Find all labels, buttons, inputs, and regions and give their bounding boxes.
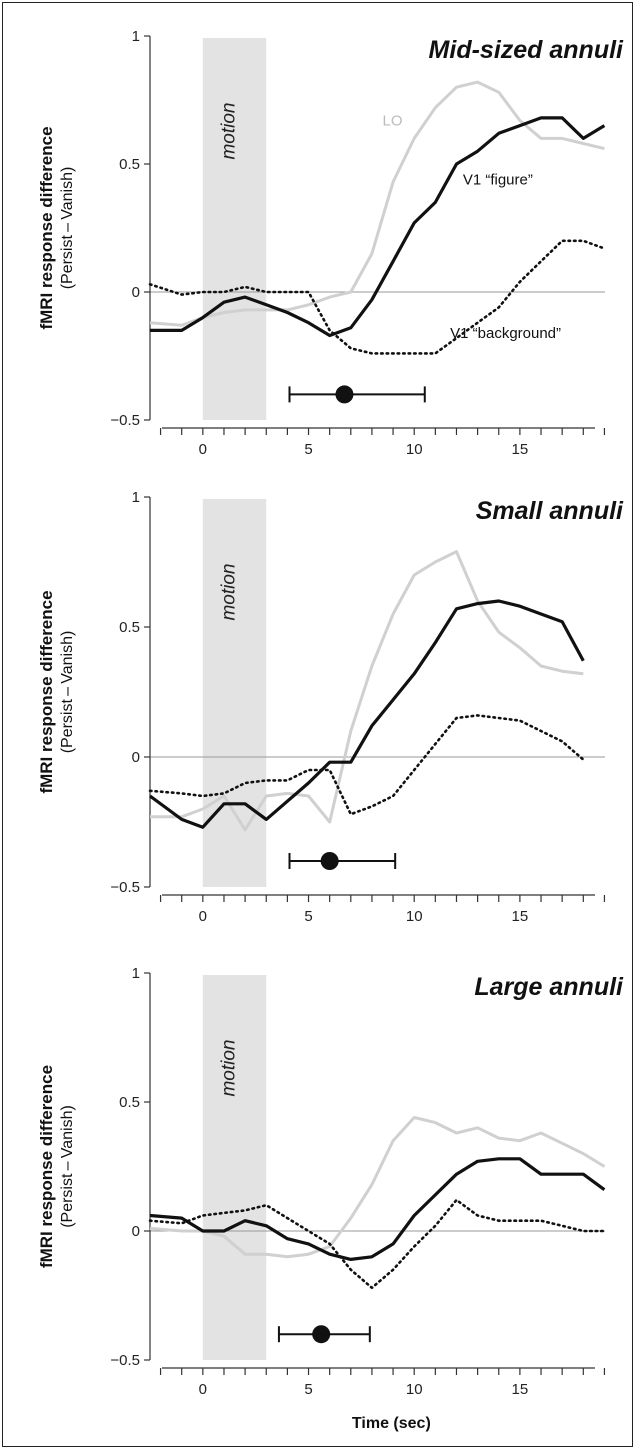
panel-1: motion 1 0.5 0 −0.5 0 5 10 15 Mid-sized annuli LO V… xyxy=(37,28,624,458)
y-tick-label: −0.5 xyxy=(110,1352,140,1369)
x-tick-label: 15 xyxy=(512,1381,529,1398)
series-lo xyxy=(149,80,605,327)
y-axis-label: fMRI response difference xyxy=(37,590,56,793)
y-axis-sublabel: (Persist – Vanish) xyxy=(59,167,76,290)
y-tick-label: 0 xyxy=(132,284,140,301)
series-v1-figure xyxy=(150,116,606,338)
series-annotation: LO xyxy=(383,113,403,130)
x-tick-label: 5 xyxy=(304,1381,312,1398)
y-tick-label: 0 xyxy=(132,1223,140,1240)
series-annotation: V1 “figure” xyxy=(463,171,533,188)
y-tick-label: 1 xyxy=(132,489,140,506)
y-tick-label: 0.5 xyxy=(119,619,140,636)
motion-label: motion xyxy=(219,563,240,620)
series-v1-background xyxy=(148,714,585,816)
series-v1-figure xyxy=(149,1157,606,1261)
y-tick-label: 1 xyxy=(132,28,140,45)
y-tick-label: −0.5 xyxy=(110,879,140,896)
series-lo xyxy=(149,1116,606,1259)
y-tick-label: 0.5 xyxy=(119,156,140,173)
panel-3: motion 1 0.5 0 −0.5 0 5 10 15 Large annuli fMRI re… xyxy=(37,965,624,1432)
panel-2: motion 1 0.5 0 −0.5 0 5 10 15 Small annuli fMRI re… xyxy=(37,489,624,925)
panel-title: Small annuli xyxy=(476,497,624,525)
errorbar-point xyxy=(312,1325,331,1344)
motion-band xyxy=(202,499,267,887)
motion-label: motion xyxy=(219,102,240,159)
series-annotation: V1 “background” xyxy=(450,325,561,342)
y-tick-label: 0.5 xyxy=(119,1094,140,1111)
x-tick-label: 0 xyxy=(199,908,207,925)
series-v1-background xyxy=(148,1198,606,1290)
panel-title: Mid-sized annuli xyxy=(429,36,625,64)
x-tick-label: 15 xyxy=(512,908,529,925)
y-tick-label: −0.5 xyxy=(110,412,140,429)
x-tick-label: 10 xyxy=(406,1381,423,1398)
x-tick-label: 5 xyxy=(304,441,312,458)
x-tick-label: 0 xyxy=(199,441,207,458)
x-tick-label: 15 xyxy=(512,441,529,458)
y-axis-label: fMRI response difference xyxy=(37,1065,56,1268)
x-axis-label: Time (sec) xyxy=(352,1415,431,1432)
motion-band xyxy=(202,38,267,420)
series-v1-figure xyxy=(149,599,585,829)
y-axis-label: fMRI response difference xyxy=(37,126,56,329)
series-lo xyxy=(150,550,584,832)
x-tick-label: 10 xyxy=(406,908,423,925)
y-tick-label: 1 xyxy=(132,965,140,982)
panel-title: Large annuli xyxy=(474,973,624,1001)
x-tick-label: 10 xyxy=(406,441,423,458)
errorbar-point xyxy=(320,852,339,870)
x-tick-label: 0 xyxy=(199,1381,207,1398)
y-axis-sublabel: (Persist – Vanish) xyxy=(59,1105,76,1228)
x-tick-label: 5 xyxy=(304,908,312,925)
y-tick-label: 0 xyxy=(132,749,140,766)
motion-label: motion xyxy=(219,1039,240,1096)
errorbar-point xyxy=(335,385,354,404)
motion-band xyxy=(202,975,267,1360)
series-v1-background xyxy=(148,239,606,355)
y-axis-sublabel: (Persist – Vanish) xyxy=(59,631,76,754)
